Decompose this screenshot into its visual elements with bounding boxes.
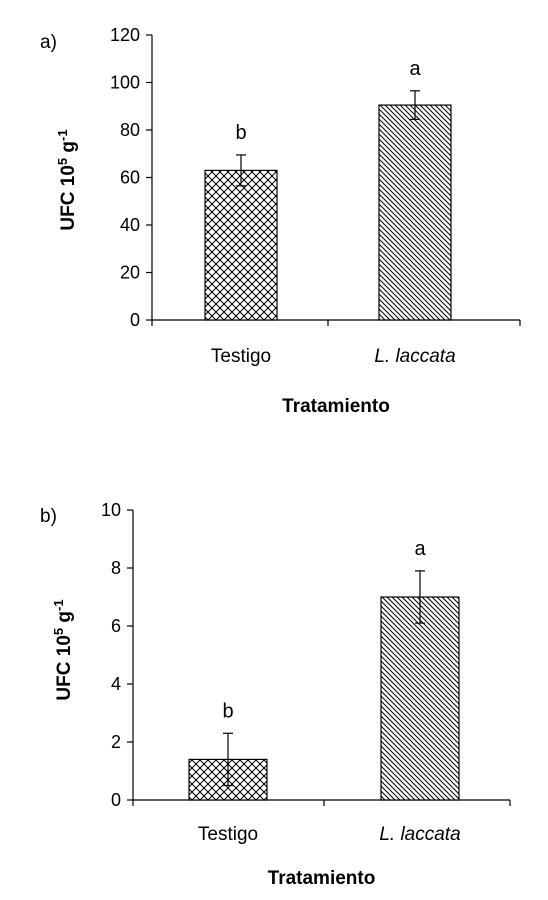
y-axis-label: UFC 105 g-1 (55, 129, 79, 230)
chart-panel-a: 0 20 40 60 80 100 120 b Testigo a L. laccata a) Trat… (40, 25, 521, 417)
category-label: L. laccata (379, 824, 460, 845)
y-axis-label-unit: g (58, 141, 79, 158)
y-axis-label-unit-exponent: -1 (51, 599, 66, 611)
significance-letter: a (414, 538, 426, 560)
y-tick-label: 40 (120, 215, 140, 235)
y-axis-label-exponent: 5 (55, 158, 70, 165)
y-tick-label: 6 (111, 616, 121, 636)
y-tick-label: 80 (120, 120, 140, 140)
bar (378, 104, 452, 321)
y-axis-label-exponent: 5 (51, 628, 66, 635)
panel-label: b) (40, 506, 57, 527)
y-tick-label: 120 (110, 25, 140, 45)
x-axis-label: Tratamiento (268, 868, 376, 889)
chart-panel-b: 0 2 4 6 8 10 b Testigo a L. laccata b) Tratamiento U… (40, 500, 511, 889)
y-tick-label: 100 (110, 73, 140, 93)
panel-label: a) (40, 32, 57, 53)
y-tick-label: 4 (111, 674, 121, 694)
y-tick-label: 8 (111, 558, 121, 578)
y-tick-label: 20 (120, 263, 140, 283)
category-label: L. laccata (374, 346, 455, 367)
x-axis-label: Tratamiento (282, 396, 390, 417)
y-tick-label: 2 (111, 732, 121, 752)
category-label: Testigo (198, 824, 258, 845)
significance-letter: a (409, 58, 421, 80)
significance-letter: b (222, 700, 233, 722)
y-axis-label-main: UFC 10 (58, 165, 79, 230)
bar (380, 596, 460, 801)
y-tick-label: 0 (111, 790, 121, 810)
y-axis-label-unit-exponent: -1 (55, 129, 70, 141)
bar (204, 169, 278, 321)
y-axis-label-unit: g (54, 611, 75, 628)
y-tick-label: 0 (130, 310, 140, 330)
y-tick-label: 60 (120, 168, 140, 188)
significance-letter: b (235, 122, 246, 144)
y-tick-label: 10 (101, 500, 121, 520)
y-axis-label: UFC 105 g-1 (51, 599, 75, 700)
y-axis-label-main: UFC 10 (54, 635, 75, 700)
category-label: Testigo (211, 346, 271, 367)
